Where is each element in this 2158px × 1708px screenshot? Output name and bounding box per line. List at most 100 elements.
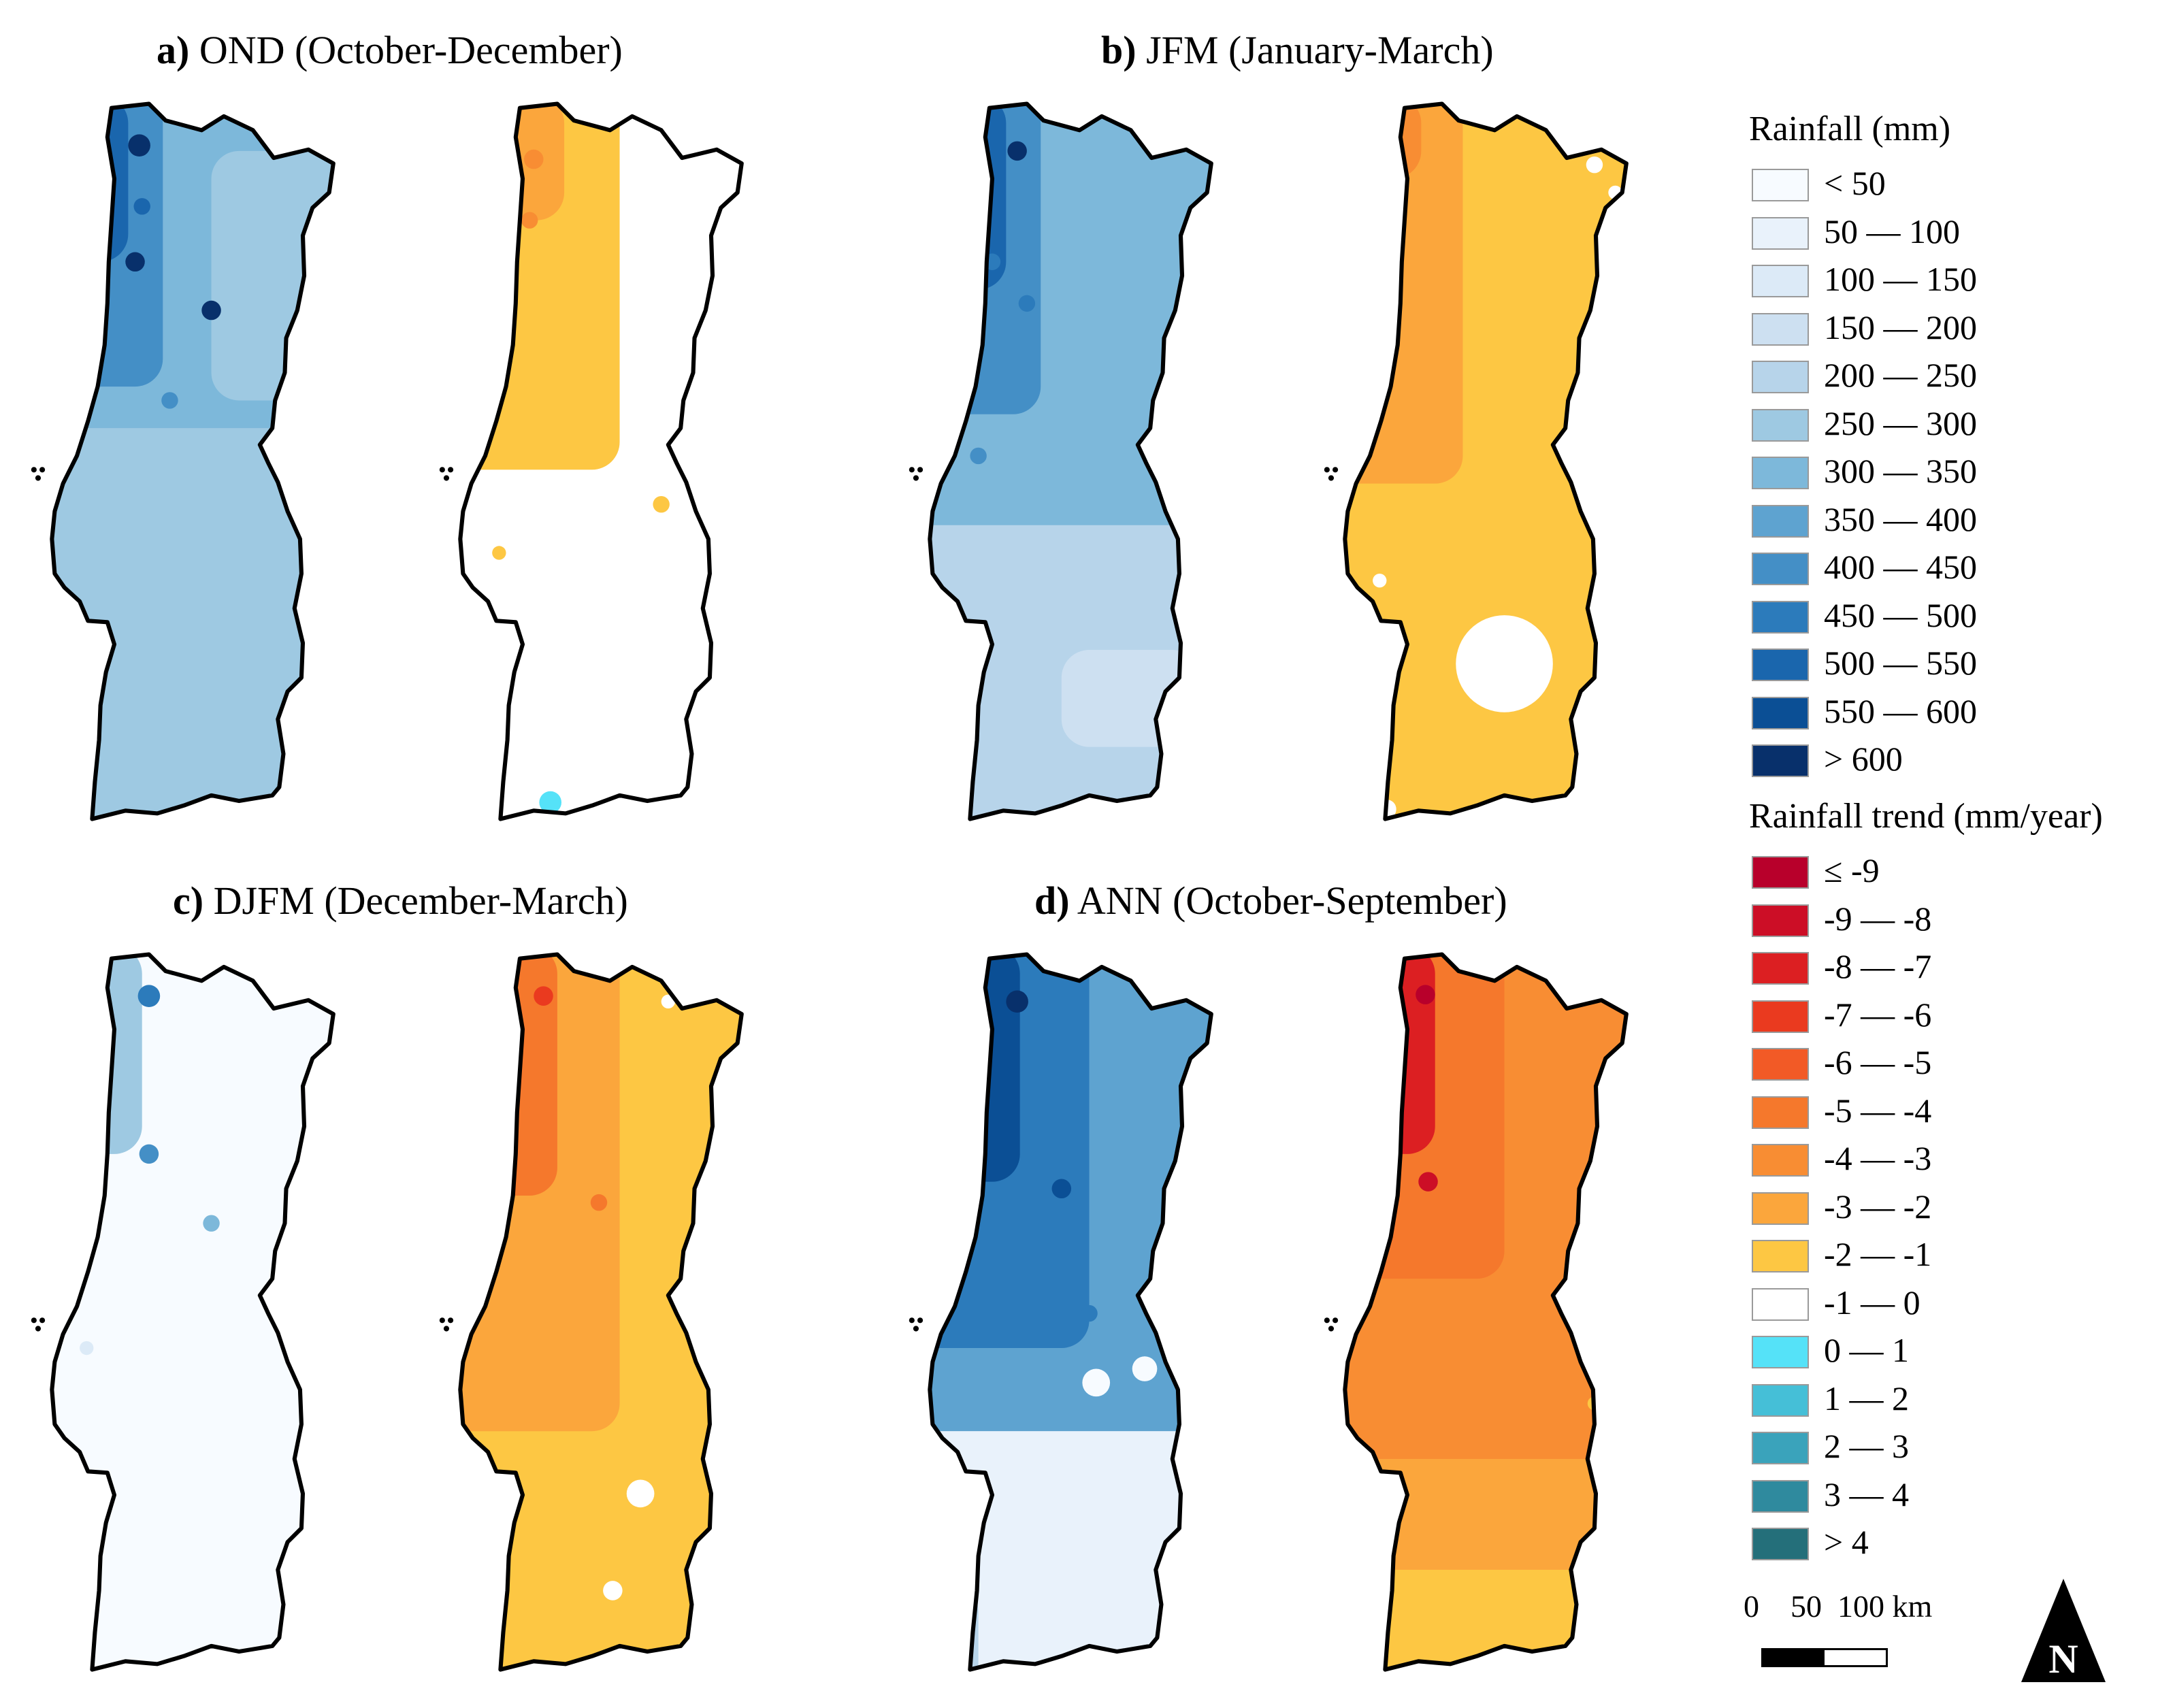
map-station-spot [590,1194,608,1211]
map-zone [52,428,333,819]
north-label: N [2048,1637,2078,1681]
country-outline [458,101,744,821]
island-marker [913,475,919,481]
trend-legend-label: 3 — 4 [1824,1475,1909,1513]
rainfall-legend-swatch [1752,408,1809,442]
country-outline [458,952,744,1672]
trend-legend-label: 2 — 3 [1824,1427,1909,1465]
rainfall-legend-label: 200 — 250 [1824,356,1977,394]
trend-legend-swatch [1752,1000,1809,1033]
map-station-spot [1081,1304,1098,1322]
rainfall-legend-label: 300 — 350 [1824,452,1977,490]
map-c-rainfall [0,932,381,1688]
trend-legend-swatch [1752,1048,1809,1081]
map-a-rainfall [0,82,381,837]
rainfall-legend-swatch [1752,312,1809,346]
rainfall-legend-label: 150 — 200 [1824,308,1977,346]
map-fill [52,954,333,1670]
rainfall-legend-swatch [1752,457,1809,489]
trend-legend-swatch [1752,1528,1809,1560]
rainfall-legend-swatch [1752,265,1809,297]
map-station-spot [1082,1368,1111,1397]
map-station-spot [661,994,676,1009]
island-marker [35,475,42,481]
panel-d-title: d) ANN (October-September) [1034,878,1507,923]
map-station-spot [1416,985,1435,1004]
island-marker [443,475,450,481]
map-zone [930,103,1211,540]
rainfall-legend-label: 50 — 100 [1824,212,1960,250]
map-zone [52,954,142,1154]
trend-legend-label: ≤ -9 [1824,851,1880,889]
map-zone [930,1583,979,1670]
map-station-spot [970,447,987,465]
map-station-spot [128,134,150,157]
trend-legend-title: Rainfall trend (mm/year) [1749,797,2103,836]
north-arrow-icon: N [2021,1579,2106,1682]
trend-legend-swatch [1752,1287,1809,1321]
island-marker [1333,1317,1339,1324]
map-station-spot [133,198,150,215]
panel-c-title: c) DJFM (December-March) [173,878,628,923]
rainfall-legend-label: 450 — 500 [1824,595,1977,634]
trend-legend-swatch [1752,1240,1809,1272]
island-marker [909,467,915,473]
rainfall-legend-swatch [1752,744,1809,777]
rainfall-legend-swatch [1752,553,1809,585]
trend-legend-swatch [1752,1336,1809,1368]
map-zone [930,103,972,151]
rainfall-legend-swatch [1752,696,1809,729]
trend-legend-label: > 4 [1824,1523,1869,1561]
legend: Rainfall (mm) < 50 50 — 100 100 — 150 150 —… [1749,0,2157,1708]
map-station-spot [534,986,553,1006]
map-station-spot [492,546,506,560]
island-marker [439,1317,445,1324]
map-station-spot [653,495,670,513]
map-d-rainfall [878,932,1259,1688]
map-station-spot [1586,156,1603,174]
trend-legend-label: -5 — -4 [1824,1091,1932,1130]
map-station-spot [1456,615,1553,712]
map-d-trend [1293,932,1674,1688]
country-outline [50,101,336,821]
rainfall-legend-swatch [1752,600,1809,634]
trend-legend-swatch [1752,1383,1809,1417]
country-outline [50,952,336,1672]
rainfall-legend-label: 400 — 450 [1824,548,1977,586]
island-marker [35,1326,42,1332]
island-marker [1328,1326,1335,1332]
map-b-trend [1293,82,1674,837]
map-station-spot [1132,1356,1158,1381]
trend-legend-swatch [1752,1144,1809,1177]
map-station-spot [1018,295,1036,312]
trend-legend-swatch [1752,1432,1809,1464]
map-a-trend [408,82,789,837]
map-station-spot [539,791,562,814]
map-station-spot [203,1215,220,1232]
trend-legend-label: 1 — 2 [1824,1379,1909,1417]
map-station-spot [524,1089,544,1108]
country-outline [1343,101,1629,821]
trend-legend-label: -3 — -2 [1824,1187,1932,1226]
island-marker [448,1317,454,1324]
island-marker [439,467,445,473]
map-station-spot [80,1341,94,1356]
trend-legend-label: -8 — -7 [1824,947,1932,985]
rainfall-legend-label: 550 — 600 [1824,691,1977,730]
trend-legend-swatch [1752,1096,1809,1129]
trend-legend-swatch [1752,1479,1809,1513]
map-zone [1345,954,1435,1154]
island-marker [39,467,46,473]
map-station-spot [524,149,544,169]
rainfall-legend-label: 500 — 550 [1824,644,1977,682]
rainfall-legend-swatch [1752,169,1809,201]
trend-legend-label: -2 — -1 [1824,1235,1932,1273]
trend-legend-swatch [1752,856,1809,889]
map-zone [52,103,94,151]
rainfall-legend-label: 350 — 400 [1824,499,1977,538]
rainfall-legend-swatch [1752,504,1809,538]
island-marker [31,467,37,473]
island-marker [1324,467,1330,473]
island-marker [917,467,923,473]
island-marker [1333,467,1339,473]
